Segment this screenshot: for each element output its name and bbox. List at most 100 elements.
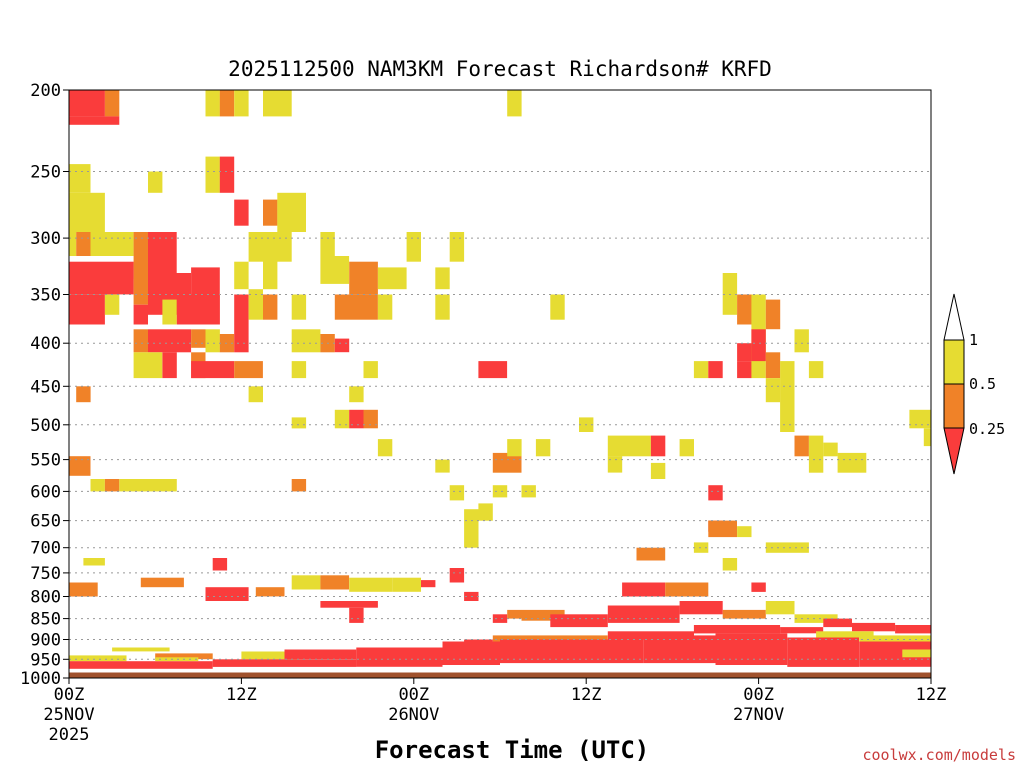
data-cell-140 [607,605,680,623]
data-cell-108 [708,485,723,501]
data-cell-96 [765,299,781,330]
data-cell-126 [83,558,105,566]
data-cell-43 [291,294,307,320]
chart-title: 2025112500 NAM3KM Forecast Richardson# K… [228,57,772,81]
data-cell-97 [765,352,781,379]
data-cell-143 [679,601,723,615]
data-cell-169 [859,635,931,642]
data-cell-48 [133,329,148,353]
data-cells-layer [69,90,931,669]
data-cell-102 [794,435,809,457]
y-tick-label-750: 750 [30,564,61,584]
data-cell-24 [449,232,465,262]
data-cell-11 [219,156,235,193]
data-cell-75 [104,479,120,492]
y-tick-label-350: 350 [30,286,61,306]
data-cell-71 [363,409,378,429]
data-cell-46 [435,294,450,320]
data-cell-100 [794,329,809,353]
data-cell-4 [219,90,235,117]
y-tick-label-200: 200 [30,81,61,101]
data-cell-29 [234,261,249,290]
data-cell-128 [320,575,350,590]
data-cell-38 [162,299,177,325]
data-cell-160 [356,647,443,667]
data-cell-148 [823,618,852,628]
data-cell-156 [69,655,127,662]
data-cell-172 [112,647,170,652]
x-tick-label-24: 00Z [398,685,429,705]
y-tick-label-650: 650 [30,512,61,532]
data-cell-65 [76,386,91,403]
data-cell-35 [69,294,105,325]
data-cell-116 [449,485,465,501]
y-tick-label-600: 600 [30,482,61,502]
data-cell-164 [500,639,644,664]
data-cell-142 [665,582,709,597]
data-cell-6 [263,90,292,117]
y-tick-label-250: 250 [30,163,61,183]
data-cell-122 [212,558,228,571]
data-cell-42 [263,294,278,320]
data-cell-25 [69,261,134,295]
data-cell-104 [823,442,838,457]
data-cell-121 [449,568,465,583]
data-cell-58 [162,352,177,379]
data-cell-10 [205,156,220,193]
data-cell-111 [636,547,666,561]
data-cell-106 [909,409,931,429]
y-tick-label-450: 450 [30,377,61,397]
x-tick-label-60: 12Z [916,685,947,705]
data-cell-79 [492,452,522,473]
data-cell-36 [104,294,120,315]
data-cell-151 [780,627,824,634]
data-cell-166 [715,633,788,665]
data-cell-41 [248,289,263,320]
data-cell-95 [751,329,766,362]
data-cell-74 [90,479,105,492]
data-cell-98 [765,378,781,403]
data-cell-167 [787,637,860,667]
data-cell-154 [492,635,608,642]
data-cell-131 [320,601,378,608]
data-cell-49 [148,329,192,353]
data-cell-18 [90,232,134,256]
data-cell-47 [550,294,565,320]
legend-label-0: 1 [969,331,978,349]
x-tick-date-48: 27NOV [733,705,784,725]
credit-text[interactable]: coolwx.com/models [862,746,1016,764]
data-cell-23 [406,232,421,262]
data-cell-113 [722,558,738,571]
data-cell-39 [176,294,220,325]
data-cell-61 [234,361,263,379]
data-cell-56 [334,338,350,353]
data-cell-81 [535,439,551,457]
data-cell-119 [492,485,508,498]
data-cell-162 [212,659,357,667]
data-cell-141 [622,582,666,597]
data-cell-139 [550,614,608,628]
data-cell-124 [205,587,249,601]
data-cell-9 [148,171,163,193]
data-cell-26 [133,278,148,305]
data-cell-84 [650,435,666,457]
data-cell-63 [478,361,508,379]
data-cell-30 [263,256,278,290]
data-cell-73 [69,456,91,476]
data-cell-13 [234,199,249,226]
data-cell-144 [722,609,766,619]
data-cell-114 [737,526,752,538]
data-cell-77 [291,479,307,492]
data-cell-57 [133,352,163,379]
data-cell-107 [923,428,931,447]
data-cell-89 [708,361,723,379]
data-cell-146 [751,582,766,592]
data-cell-19 [133,232,148,279]
data-cell-115 [765,542,809,553]
data-cell-91 [737,343,752,361]
data-cell-170 [816,631,874,638]
data-cell-159 [284,649,357,660]
data-cell-52 [219,334,235,353]
data-cell-17 [76,232,91,256]
